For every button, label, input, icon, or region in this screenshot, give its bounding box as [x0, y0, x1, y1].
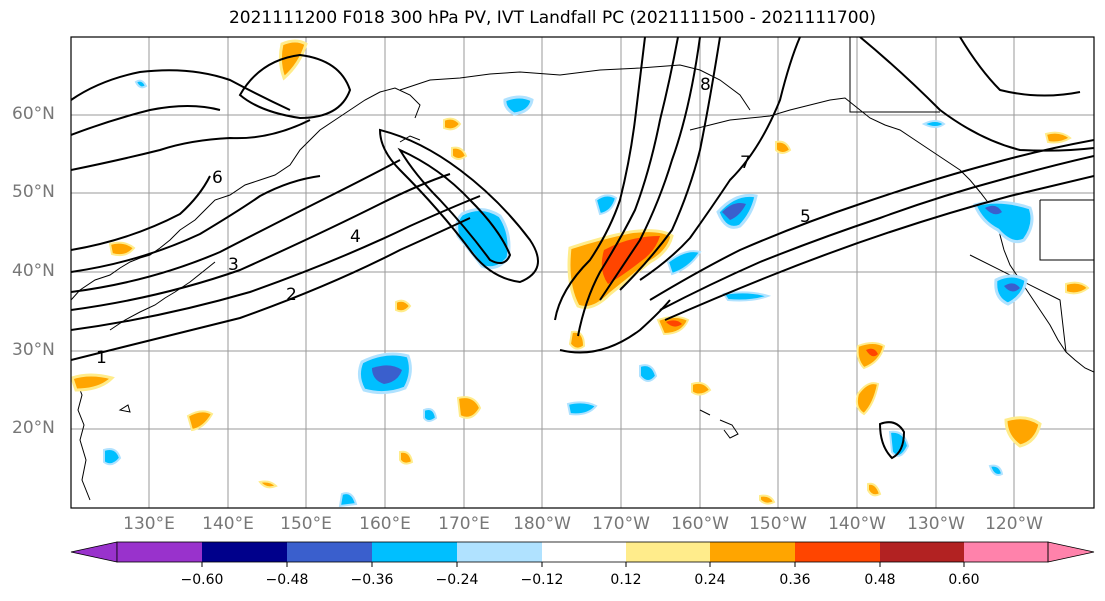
lat-label: 30°N [12, 340, 55, 360]
colorbar-tick-label: 0.36 [779, 572, 811, 588]
colorbar-bin [795, 542, 880, 562]
colorbar-bin [710, 542, 795, 562]
colorbar-bin [626, 542, 710, 562]
colorbar-over-arrow [1047, 541, 1095, 563]
colorbar-tick-label: −0.12 [520, 572, 564, 588]
graticule [71, 37, 1094, 508]
lat-label: 50°N [12, 182, 55, 202]
pc-fill-areas [71, 39, 1090, 508]
lon-label: 140°W [828, 514, 886, 534]
contour-label: 2 [286, 285, 297, 305]
colorbar-bin [964, 542, 1048, 562]
lon-label: 160°E [359, 514, 411, 534]
contour-label: 3 [228, 255, 239, 275]
colorbar [70, 541, 1095, 567]
lon-label: 140°E [202, 514, 254, 534]
colorbar-tick-label: −0.60 [180, 572, 224, 588]
contour-label: 1 [96, 348, 107, 368]
contour-label: 8 [700, 75, 711, 95]
contour-labels: 1 2 3 4 5 6 7 8 [96, 75, 811, 368]
colorbar-bin [880, 542, 964, 562]
lon-label: 160°W [671, 514, 729, 534]
lon-label: 130°E [123, 514, 175, 534]
colorbar-tick-label: 0.12 [610, 572, 642, 588]
coastlines [71, 37, 1094, 501]
lon-label: 130°W [907, 514, 965, 534]
contour-label: 7 [740, 153, 751, 173]
lon-label: 150°W [749, 514, 807, 534]
colorbar-bin [287, 542, 372, 562]
colorbar-bin [117, 542, 202, 562]
colorbar-tick-label: −0.24 [435, 572, 479, 588]
colorbar-tick-label: 0.48 [864, 572, 896, 588]
colorbar-tick-label: 0.60 [948, 572, 980, 588]
colorbar-bin [457, 542, 542, 562]
map-frame [70, 36, 1095, 509]
lon-label: 170°E [438, 514, 490, 534]
pc-negative-area [972, 200, 1034, 244]
map-title: 2021111200 F018 300 hPa PV, IVT Landfall… [228, 8, 876, 28]
lon-label: 120°W [985, 514, 1043, 534]
lat-label: 40°N [12, 261, 55, 281]
contour-label: 5 [800, 207, 811, 227]
contour-label: 6 [212, 168, 223, 188]
pv-contours [71, 37, 1094, 460]
colorbar-tick-label: −0.48 [265, 572, 309, 588]
lon-label: 170°W [592, 514, 650, 534]
contour-label: 4 [350, 227, 361, 247]
lat-label: 60°N [12, 104, 55, 124]
colorbar-tick-label: −0.36 [350, 572, 394, 588]
colorbar-bin [202, 542, 287, 562]
colorbar-tick-label: 0.24 [694, 572, 726, 588]
lat-label: 20°N [12, 418, 55, 438]
lon-label: 180°W [513, 514, 571, 534]
colorbar-under-arrow [70, 541, 118, 563]
colorbar-bin [372, 542, 457, 562]
pc-positive-core [601, 236, 660, 284]
lon-label: 150°E [280, 514, 332, 534]
colorbar-bin [542, 542, 626, 562]
